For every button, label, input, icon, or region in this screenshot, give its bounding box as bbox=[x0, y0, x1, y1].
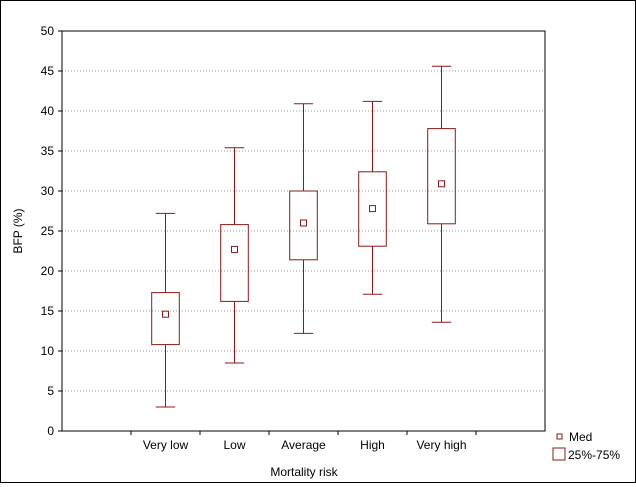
median-marker bbox=[369, 205, 376, 213]
y-axis-label: BFP (%) bbox=[11, 208, 25, 253]
y-tick-label: 50 bbox=[41, 24, 55, 38]
y-tick-label: 10 bbox=[41, 344, 55, 358]
box-high bbox=[358, 100, 387, 295]
box-very-low bbox=[151, 212, 180, 408]
legend-median-marker bbox=[556, 433, 563, 440]
box-average bbox=[289, 103, 318, 334]
legend-box-label: 25%-75% bbox=[568, 448, 620, 462]
legend-median-label: Med bbox=[569, 430, 592, 444]
x-axis-ticks: Very low Low Average High Very high bbox=[130, 431, 477, 452]
legend-box-marker bbox=[552, 447, 566, 461]
y-tick-label: 40 bbox=[41, 104, 55, 118]
y-tick-label: 30 bbox=[41, 184, 55, 198]
iqr-box bbox=[151, 292, 180, 346]
y-tick-label: 20 bbox=[41, 264, 55, 278]
x-tick-label: Low bbox=[223, 438, 245, 452]
x-tick-label: High bbox=[360, 438, 385, 452]
median-marker bbox=[231, 245, 238, 253]
median-marker bbox=[300, 219, 307, 227]
grid-lines bbox=[62, 70, 545, 392]
y-tick-label: 5 bbox=[47, 384, 54, 398]
x-tick-label: Average bbox=[281, 438, 326, 452]
box-low bbox=[220, 147, 249, 364]
y-tick-label: 0 bbox=[47, 424, 54, 438]
y-tick-label: 15 bbox=[41, 304, 55, 318]
iqr-box bbox=[220, 224, 249, 302]
iqr-box bbox=[427, 128, 456, 225]
x-tick-label: Very low bbox=[143, 438, 189, 452]
y-tick-label: 45 bbox=[41, 64, 55, 78]
x-axis-label: Mortality risk bbox=[270, 465, 338, 479]
iqr-box bbox=[289, 190, 318, 261]
iqr-box bbox=[358, 171, 387, 247]
box-very-high bbox=[427, 65, 456, 323]
legend: Med 25%-75% bbox=[552, 430, 620, 462]
y-tick-label: 25 bbox=[41, 224, 55, 238]
boxes bbox=[151, 65, 456, 408]
x-tick-label: Very high bbox=[416, 438, 466, 452]
y-tick-label: 35 bbox=[41, 144, 55, 158]
y-axis-ticks: 0 5 10 15 20 25 30 35 40 45 50 bbox=[41, 24, 62, 438]
median-marker bbox=[162, 310, 169, 318]
median-marker bbox=[438, 180, 445, 188]
